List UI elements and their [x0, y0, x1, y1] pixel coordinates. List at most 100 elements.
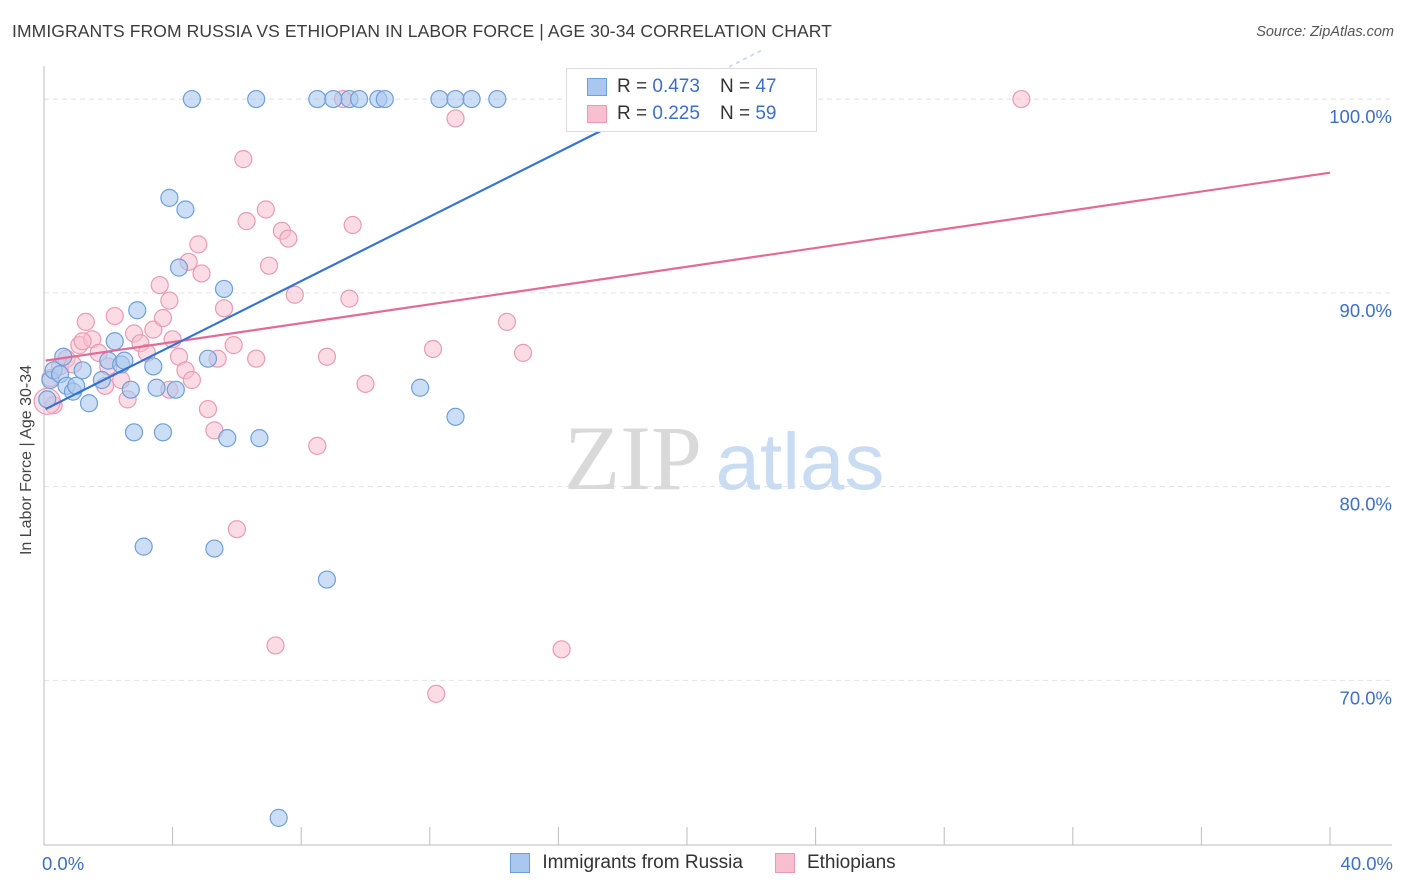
legend-r-value: 0.473	[652, 76, 700, 97]
ethiopians-point	[150, 275, 169, 295]
russia-point	[205, 539, 224, 558]
russia-point	[128, 301, 147, 320]
ethiopians-point	[259, 256, 279, 275]
ethiopians-point	[247, 349, 266, 368]
russia-point	[250, 429, 269, 448]
ethiopians-point	[256, 200, 275, 219]
russia-point	[317, 570, 337, 589]
ethiopians-point	[160, 291, 179, 310]
legend-label-ethiopians: Ethiopians	[806, 852, 896, 873]
russia-point	[462, 89, 481, 109]
x-tick-label: 0.0%	[42, 853, 84, 874]
y-axis-label: In Labor Force | Age 30-34	[18, 364, 35, 556]
ethiopians-point	[234, 150, 253, 169]
ethiopians-point	[182, 370, 201, 390]
ethiopians-point	[189, 235, 208, 254]
russia-point	[198, 349, 218, 368]
legend-label-russia: Immigrants from Russia	[542, 852, 743, 873]
russia-points	[38, 89, 507, 827]
watermark-zip: ZIP	[564, 407, 702, 509]
russia-point	[446, 89, 465, 109]
legend-item-ethiopians[interactable]: Ethiopians	[774, 852, 896, 874]
ethiopians-point	[285, 285, 304, 304]
russia-point	[176, 200, 195, 219]
russia-point	[375, 89, 394, 109]
russia-point	[166, 380, 185, 399]
russia-point	[105, 332, 124, 351]
legend-swatch-russia	[587, 78, 607, 96]
russia-point	[169, 258, 189, 277]
watermark: ZIP atlas	[564, 407, 884, 509]
chart-title: IMMIGRANTS FROM RUSSIA VS ETHIOPIAN IN L…	[12, 21, 832, 41]
ethiopians-point	[144, 320, 163, 339]
ethiopians-point	[513, 343, 533, 362]
ethiopians-point	[446, 109, 465, 128]
russia-point	[182, 89, 201, 109]
russia-point	[411, 378, 430, 397]
ethiopians-point	[279, 229, 298, 248]
russia-point	[349, 89, 369, 109]
ethiopians-point	[308, 436, 327, 455]
legend-swatch-ethiopians	[774, 853, 795, 873]
russia-point	[214, 279, 234, 299]
legend-row-ethiopians: R = 0.225 N = 59	[587, 102, 776, 126]
axes	[43, 66, 1392, 846]
russia-point	[430, 89, 449, 109]
ethiopians-point	[356, 374, 375, 393]
russia-point	[79, 394, 99, 413]
russia-trend-line	[45, 98, 665, 411]
russia-point	[153, 423, 173, 442]
ethiopians-point	[340, 289, 359, 308]
ethiopians-trend-line	[45, 171, 1331, 362]
ethiopians-point	[237, 212, 256, 231]
russia-point	[134, 537, 153, 556]
ethiopians-point	[73, 332, 92, 351]
russia-point	[144, 357, 163, 376]
legend-n-value: 59	[755, 103, 777, 124]
legend-swatch-ethiopians	[587, 105, 607, 123]
y-tick-label: 80.0%	[1340, 494, 1392, 515]
legend-n-label: N =	[719, 103, 751, 124]
russia-point	[218, 429, 237, 448]
ethiopians-point	[427, 684, 446, 703]
ethiopians-point	[317, 347, 337, 366]
series-legend: Immigrants from Russia Ethiopians	[0, 852, 1406, 874]
russia-point	[308, 89, 327, 109]
y-tick-label: 100.0%	[1329, 106, 1392, 127]
legend-item-russia[interactable]: Immigrants from Russia	[510, 852, 743, 874]
ethiopians-point	[214, 299, 234, 318]
ethiopians-point	[153, 308, 173, 328]
watermark-atlas: atlas	[716, 417, 885, 506]
russia-point	[324, 89, 343, 109]
ethiopians-point	[552, 640, 571, 659]
legend-r-label: R =	[617, 103, 648, 124]
ethiopians-point	[192, 264, 211, 283]
ethiopians-point	[423, 339, 443, 359]
ethiopians-point	[497, 312, 517, 331]
russia-point	[488, 89, 507, 109]
ethiopians-point	[343, 215, 362, 235]
legend-n-value: 47	[755, 76, 777, 97]
ethiopians-point	[227, 520, 246, 539]
x-tick-label: 40.0%	[1341, 853, 1393, 874]
russia-point	[160, 188, 179, 207]
ethiopians-points	[33, 89, 1031, 703]
russia-point	[73, 361, 92, 380]
y-tick-label: 70.0%	[1340, 687, 1392, 708]
y-tick-label: 90.0%	[1340, 300, 1392, 321]
ethiopians-point	[105, 306, 124, 326]
russia-point	[446, 407, 465, 426]
source-label: Source: ZipAtlas.com	[1256, 24, 1394, 40]
legend-r-value: 0.225	[652, 103, 700, 124]
ethiopians-point	[76, 312, 95, 331]
russia-point	[247, 89, 266, 109]
legend-swatch-russia	[510, 853, 531, 873]
legend-n-label: N =	[719, 76, 751, 97]
tick-labels: 70.0% 80.0% 90.0% 100.0% 0.0% 40.0%	[42, 106, 1393, 874]
ethiopians-point	[266, 636, 285, 655]
russia-point	[147, 378, 166, 397]
ethiopians-point	[1012, 89, 1031, 109]
ethiopians-point	[224, 336, 243, 355]
legend-row-russia: R = 0.473 N = 47	[587, 75, 776, 99]
